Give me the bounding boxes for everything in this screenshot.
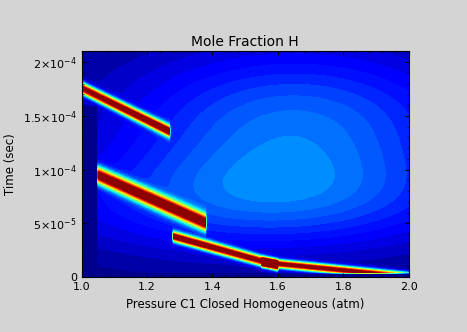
Y-axis label: Time (sec): Time (sec) <box>4 133 17 195</box>
Title: Mole Fraction H: Mole Fraction H <box>191 35 299 49</box>
X-axis label: Pressure C1 Closed Homogeneous (atm): Pressure C1 Closed Homogeneous (atm) <box>126 297 364 311</box>
